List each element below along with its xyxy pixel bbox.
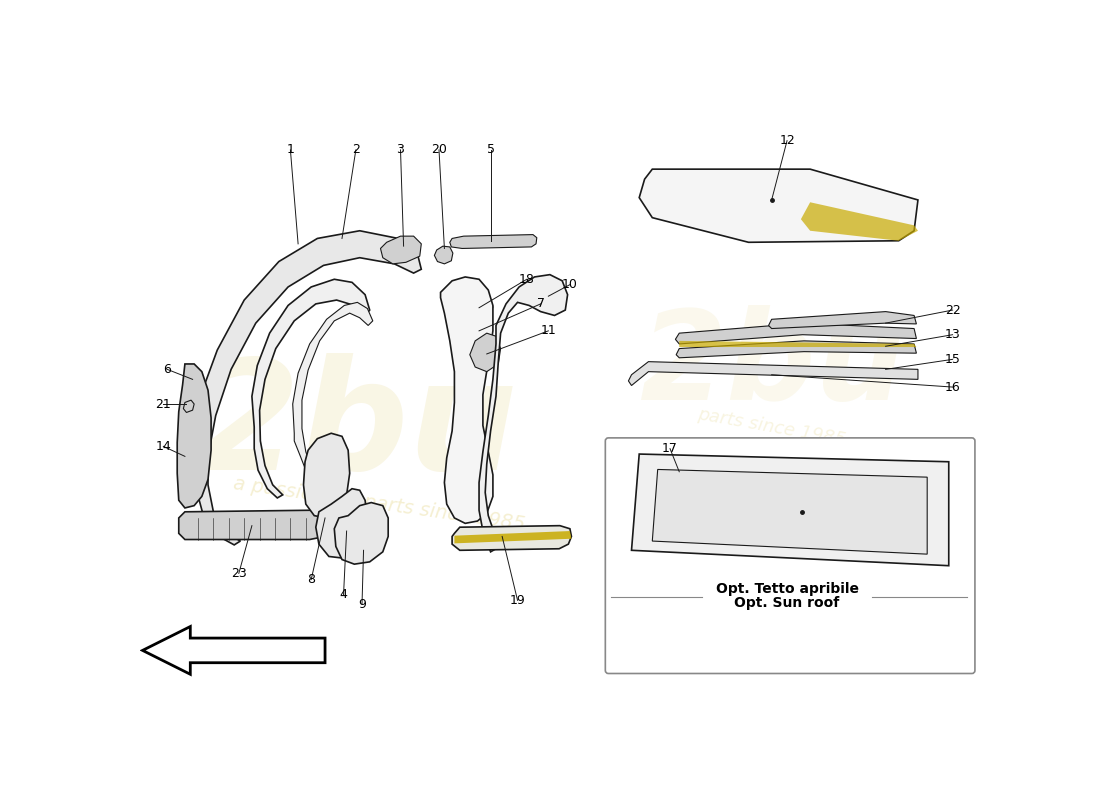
Polygon shape xyxy=(440,277,493,523)
Polygon shape xyxy=(801,202,917,241)
Text: 9: 9 xyxy=(359,598,366,610)
Polygon shape xyxy=(675,323,916,344)
Polygon shape xyxy=(628,362,917,386)
Polygon shape xyxy=(769,312,916,329)
Text: 1: 1 xyxy=(286,143,295,157)
Text: 23: 23 xyxy=(231,567,246,580)
Polygon shape xyxy=(680,341,916,347)
Text: 22: 22 xyxy=(945,303,960,317)
FancyBboxPatch shape xyxy=(605,438,975,674)
Polygon shape xyxy=(631,454,948,566)
Text: parts since 1985: parts since 1985 xyxy=(696,405,847,449)
Text: Opt. Tetto apribile: Opt. Tetto apribile xyxy=(716,582,859,596)
Text: 7: 7 xyxy=(537,298,544,310)
Polygon shape xyxy=(652,470,927,554)
Text: 2bu: 2bu xyxy=(194,353,518,502)
Polygon shape xyxy=(334,502,388,564)
Polygon shape xyxy=(450,234,537,249)
Text: a passion for parts since 1985: a passion for parts since 1985 xyxy=(232,474,526,534)
Text: 5: 5 xyxy=(486,143,495,157)
Polygon shape xyxy=(293,302,373,470)
Text: 11: 11 xyxy=(540,324,557,338)
Polygon shape xyxy=(381,236,421,264)
Polygon shape xyxy=(465,298,493,319)
Text: 12: 12 xyxy=(779,134,795,147)
Text: 6: 6 xyxy=(163,363,172,376)
Polygon shape xyxy=(470,333,500,372)
Polygon shape xyxy=(177,364,211,508)
Text: 13: 13 xyxy=(945,328,960,341)
Text: 21: 21 xyxy=(155,398,172,410)
Text: 15: 15 xyxy=(945,353,960,366)
Polygon shape xyxy=(434,246,453,264)
Polygon shape xyxy=(178,510,332,539)
Text: 14: 14 xyxy=(155,440,172,453)
Text: 2bu: 2bu xyxy=(639,305,904,426)
Text: 18: 18 xyxy=(519,273,535,286)
Polygon shape xyxy=(452,526,572,550)
Text: 10: 10 xyxy=(562,278,578,291)
Text: Opt. Sun roof: Opt. Sun roof xyxy=(735,596,839,610)
Polygon shape xyxy=(304,434,350,518)
Text: 16: 16 xyxy=(945,381,960,394)
Polygon shape xyxy=(676,341,916,358)
Text: 17: 17 xyxy=(662,442,678,455)
Polygon shape xyxy=(252,279,370,498)
Text: 19: 19 xyxy=(509,594,526,607)
Polygon shape xyxy=(480,274,568,552)
Polygon shape xyxy=(639,169,917,242)
Text: 4: 4 xyxy=(340,589,348,602)
Polygon shape xyxy=(184,400,195,413)
Text: 20: 20 xyxy=(431,143,447,157)
Polygon shape xyxy=(454,531,572,543)
Text: 3: 3 xyxy=(397,143,405,157)
Text: 8: 8 xyxy=(307,573,316,586)
Polygon shape xyxy=(192,230,421,545)
FancyArrow shape xyxy=(143,626,326,674)
Polygon shape xyxy=(316,489,367,558)
Text: 2: 2 xyxy=(352,143,360,157)
